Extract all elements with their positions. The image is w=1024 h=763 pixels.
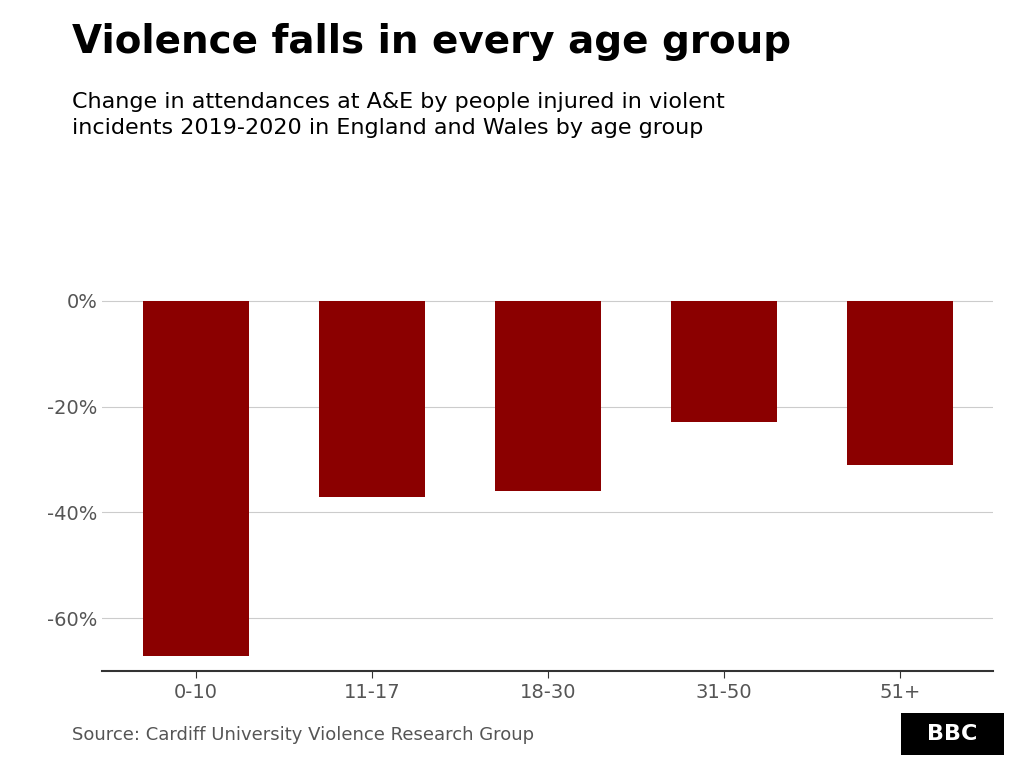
- Bar: [495, 301, 601, 491]
- Bar: [318, 301, 425, 497]
- Text: BBC: BBC: [927, 724, 978, 745]
- Bar: [143, 301, 249, 655]
- Text: Change in attendances at A&E by people injured in violent
incidents 2019-2020 in: Change in attendances at A&E by people i…: [72, 92, 724, 138]
- Bar: [671, 301, 777, 423]
- Bar: [847, 301, 952, 465]
- Text: Violence falls in every age group: Violence falls in every age group: [72, 23, 791, 61]
- Text: Source: Cardiff University Violence Research Group: Source: Cardiff University Violence Rese…: [72, 726, 534, 744]
